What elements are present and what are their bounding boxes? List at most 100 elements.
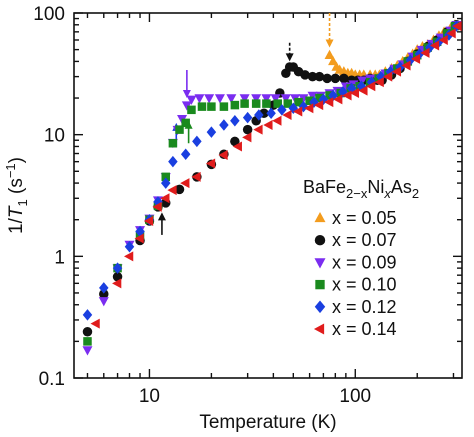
legend-label: x = 0.10 [332,275,397,295]
data-point [401,60,411,71]
legend-item: x = 0.12 [314,297,397,317]
data-point [206,126,217,138]
data-point [314,71,325,82]
y-tick-label: 0.1 [39,369,65,390]
data-point [83,337,92,346]
legend-marker [314,300,326,314]
legend-marker [313,323,325,335]
y-tick-label: 1 [54,247,65,268]
data-point [168,155,178,168]
data-point [251,99,261,108]
y-tick-label: 10 [44,126,65,147]
data-point [313,100,324,111]
data-point [280,94,291,104]
data-point [160,177,171,189]
legend-item: x = 0.14 [313,319,397,339]
data-point [99,289,109,299]
data-point [382,71,393,82]
data-point [242,132,252,143]
data-point [333,94,343,105]
legend-marker [314,234,326,246]
axis-ticks: 10 100 0.1 1 10 100 [33,4,462,407]
data-point [230,115,240,127]
data-point [242,111,253,124]
plot-area [73,12,463,379]
data-point [187,105,196,115]
x-tick-label: 100 [339,386,371,407]
data-point [339,73,349,84]
data-point [366,81,376,92]
legend-label: x = 0.14 [332,319,397,339]
data-point [230,100,240,110]
data-point [282,110,292,121]
data-point [277,104,287,116]
data-point [305,96,314,106]
data-point [112,278,122,289]
data-point [226,94,237,104]
data-point [357,76,368,86]
data-point [192,135,202,148]
data-point [322,73,332,84]
data-points [82,19,462,356]
data-point [219,119,229,131]
data-point [207,102,216,111]
legend-item: x = 0.10 [315,275,397,295]
data-point [253,124,263,135]
data-point [307,91,318,101]
legend-marker [314,211,326,223]
data-point [266,107,276,119]
data-point [134,233,144,244]
data-point [82,309,93,321]
legend-marker [314,258,326,269]
data-point [168,139,178,148]
data-point [438,34,448,45]
data-point [219,102,229,111]
data-point [240,99,249,108]
data-point [152,201,162,212]
dashed-arrow [325,13,334,48]
legend-label: x = 0.09 [332,252,397,272]
data-point [263,120,273,131]
data-point [251,94,262,104]
data-point [204,94,215,104]
legend-item: x = 0.09 [314,252,397,272]
data-point [90,318,100,329]
data-point [124,240,135,253]
data-point [143,216,154,227]
data-point [186,95,197,105]
data-point [374,77,384,88]
data-point [180,148,191,161]
legend-item: x = 0.07 [314,230,397,250]
data-point [446,28,456,39]
legend: x = 0.05x = 0.07x = 0.09 x = 0.10x = 0.12… [313,208,397,339]
legend-label: x = 0.05 [332,208,397,228]
data-point [324,49,335,59]
data-point [315,93,324,103]
data-point [160,193,170,204]
data-point [429,40,440,51]
data-point [175,125,184,134]
x-tick-label: 10 [139,386,160,407]
data-point [230,136,240,147]
data-point [358,85,368,96]
data-point [98,297,109,307]
legend-label: x = 0.07 [332,230,397,250]
data-point [242,124,253,135]
data-point [262,99,271,108]
data-point [232,141,242,152]
data-point [82,326,93,337]
data-point [82,346,93,356]
data-point [181,101,192,111]
data-point [328,55,339,66]
data-point [214,94,225,104]
data-point [324,97,334,108]
data-point [194,94,205,104]
data-point [261,94,272,104]
data-point [294,97,303,107]
y-tick-label: 100 [33,4,65,25]
legend-label: x = 0.12 [332,297,397,317]
x-axis-title: Temperature (K) [199,412,336,433]
plot-frame [73,12,463,379]
data-point [349,88,360,99]
data-point [218,150,228,161]
